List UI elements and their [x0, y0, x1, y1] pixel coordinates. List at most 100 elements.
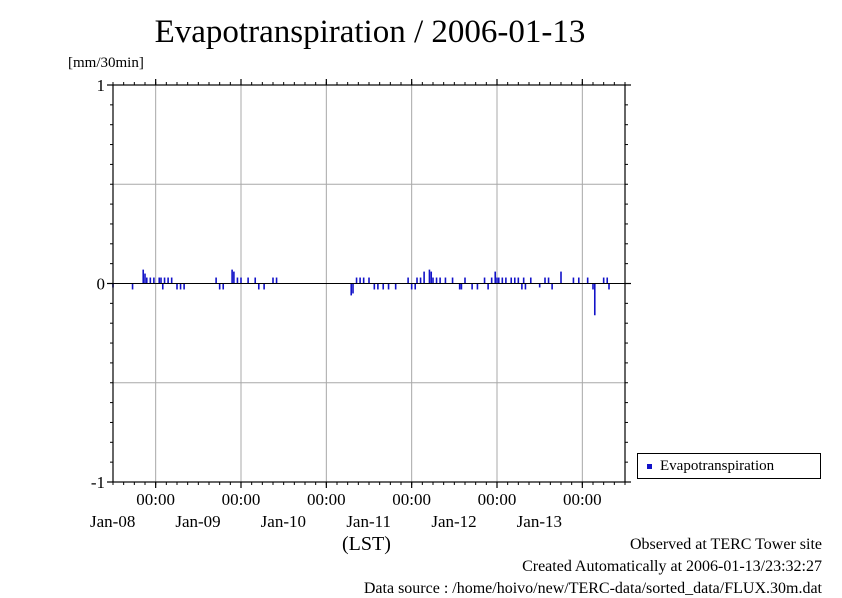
data-bar [144, 273, 146, 284]
data-bar [163, 277, 166, 284]
y-tick-label: 0 [97, 275, 106, 294]
data-bar [522, 277, 525, 284]
data-bar [352, 283, 354, 294]
data-bar [423, 271, 425, 284]
data-bar [394, 283, 397, 290]
data-bar [551, 283, 553, 290]
data-bar [377, 283, 379, 290]
data-bar [444, 277, 447, 284]
x-tick-date-label: Jan-09 [175, 512, 220, 531]
data-bar [460, 283, 463, 290]
x-tick-time-label: 00:00 [563, 490, 602, 509]
tick-labels: 10-100:00Jan-0800:00Jan-0900:00Jan-1000:… [90, 76, 602, 531]
legend-label: Evapotranspiration [660, 458, 775, 474]
x-tick-time-label: 00:00 [307, 490, 346, 509]
data-bar [161, 283, 164, 290]
data-bar [544, 277, 546, 284]
data-bar [218, 283, 221, 290]
data-bar [529, 277, 532, 284]
data-bar [435, 277, 438, 284]
data-bar [236, 277, 239, 284]
data-bar [407, 277, 409, 284]
data-bars [112, 269, 610, 316]
data-bar [183, 283, 185, 290]
data-bar [577, 277, 580, 284]
data-bar [240, 277, 242, 284]
data-bar [593, 283, 596, 316]
data-bar [524, 283, 527, 290]
data-bar [215, 277, 217, 284]
data-bar [483, 277, 486, 284]
data-bar [494, 271, 497, 284]
data-bar [368, 277, 370, 284]
data-bar [158, 277, 161, 284]
data-bar [439, 277, 441, 284]
data-bar [410, 283, 413, 290]
data-bar [505, 277, 507, 284]
data-bar [275, 277, 278, 284]
y-tick-label: -1 [91, 473, 105, 492]
data-bar [490, 277, 493, 284]
data-bar [487, 283, 489, 290]
data-bar [602, 277, 605, 284]
data-bar [222, 283, 225, 290]
observed-note: Observed at TERC Tower site [629, 536, 822, 553]
data-bar [451, 277, 454, 284]
data-bar [497, 277, 500, 284]
data-bar [142, 269, 145, 284]
data-bar [272, 277, 274, 284]
data-bar [471, 283, 473, 290]
data-source-note: Data source : /home/hoivo/new/TERC-data/… [363, 580, 822, 597]
x-tick-time-label: 00:00 [222, 490, 261, 509]
data-bar [586, 277, 589, 284]
data-bar [247, 277, 249, 284]
data-bar [606, 277, 609, 284]
data-bar [350, 283, 353, 296]
data-bar [167, 277, 169, 284]
data-bar [362, 277, 365, 284]
data-bar [458, 283, 461, 290]
legend-swatch [647, 464, 652, 469]
data-bar [560, 271, 562, 284]
axes [107, 79, 631, 488]
data-bar [538, 283, 541, 288]
y-axis-unit-label: [mm/30min] [68, 55, 144, 71]
data-bar [387, 283, 390, 290]
data-bar [149, 277, 152, 284]
data-bar [414, 283, 417, 290]
data-bar [430, 271, 433, 284]
data-bar [170, 277, 173, 284]
y-tick-label: 1 [97, 76, 106, 95]
data-bar [359, 277, 361, 284]
created-timestamp: Created Automatically at 2006-01-13/23:3… [522, 558, 822, 575]
data-bar [496, 277, 498, 284]
x-tick-date-label: Jan-10 [261, 512, 306, 531]
x-tick-time-label: 00:00 [136, 490, 175, 509]
x-axis-label: (LST) [342, 533, 391, 555]
data-bar [263, 283, 265, 290]
legend: Evapotranspiration [637, 453, 821, 479]
data-bar [355, 277, 358, 284]
data-bar [547, 277, 550, 284]
data-bar [131, 283, 134, 290]
data-bar [233, 271, 235, 284]
data-bar [428, 269, 431, 284]
data-bar [416, 277, 418, 284]
data-bar [476, 283, 479, 290]
data-bar [373, 283, 376, 290]
data-bar [153, 277, 155, 284]
data-bar [176, 283, 178, 290]
data-bar [510, 277, 513, 284]
x-tick-date-label: Jan-08 [90, 512, 135, 531]
x-tick-date-label: Jan-13 [517, 512, 562, 531]
data-bar [160, 277, 162, 284]
data-bar [464, 277, 466, 284]
data-bar [254, 277, 257, 284]
x-tick-date-label: Jan-12 [431, 512, 476, 531]
data-bar [592, 283, 594, 290]
data-bar [419, 277, 422, 284]
data-bar [521, 283, 523, 290]
data-bar [179, 283, 182, 290]
data-bar [517, 277, 520, 284]
